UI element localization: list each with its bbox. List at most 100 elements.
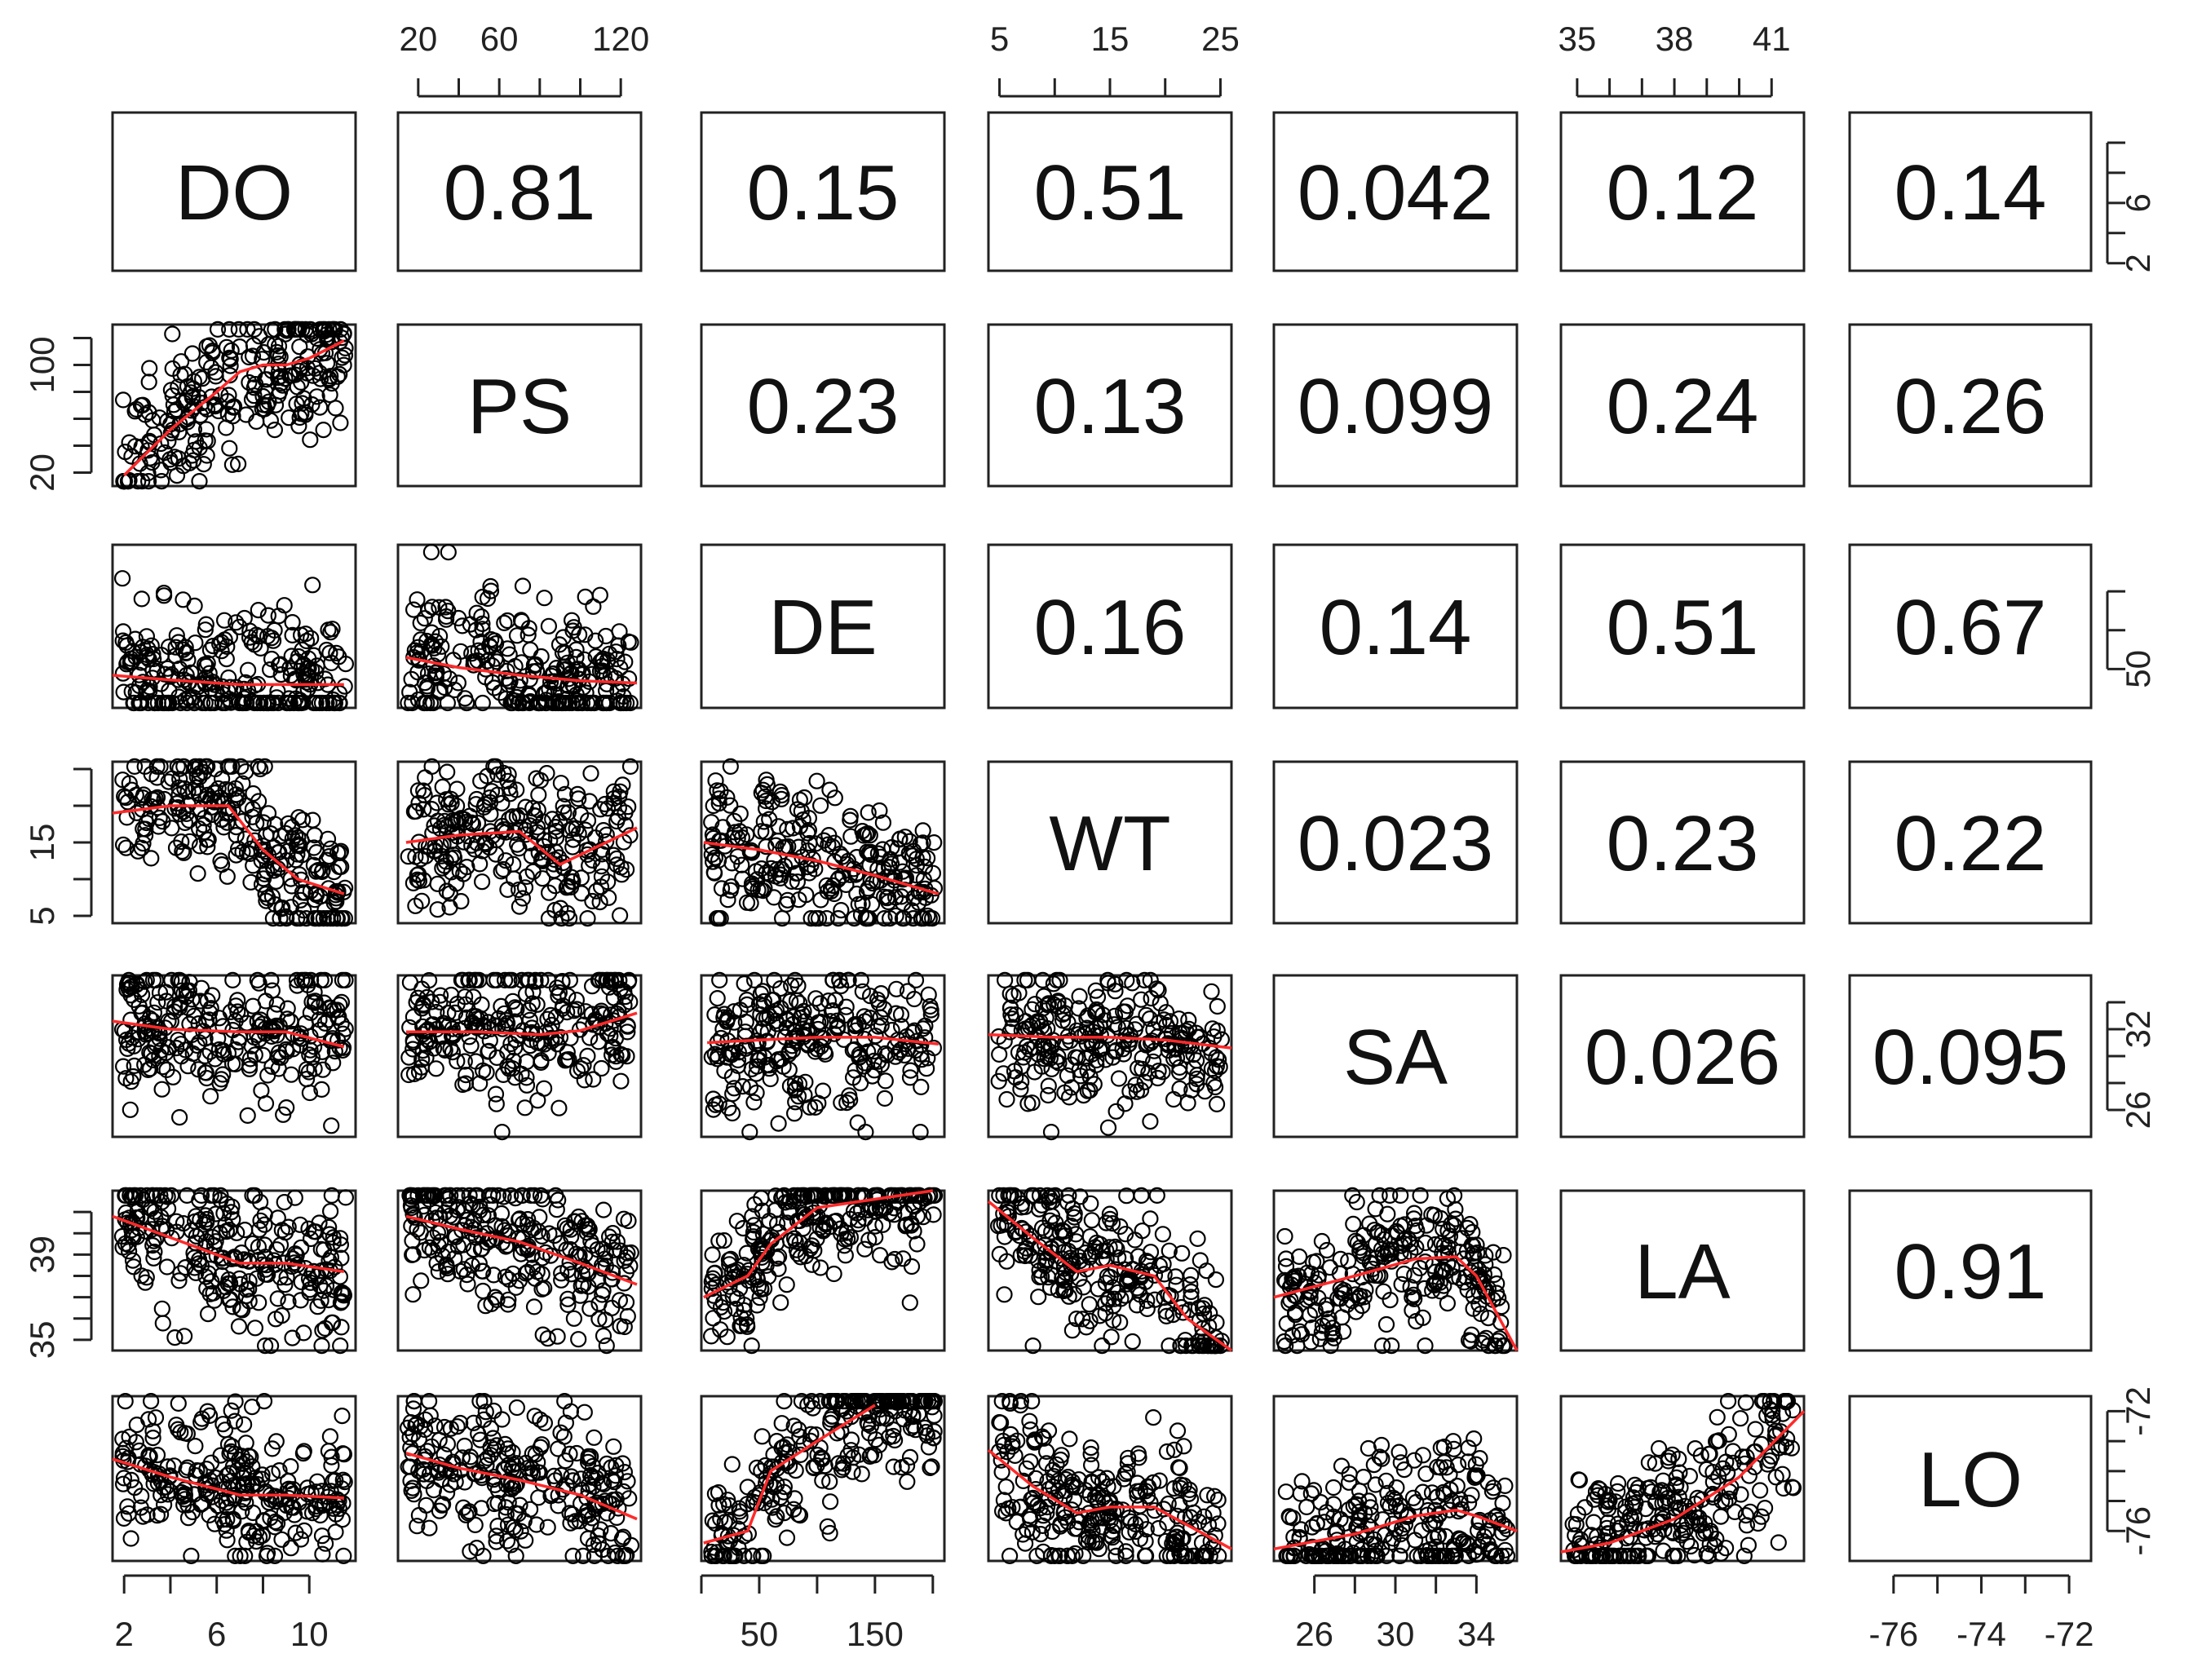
point — [276, 321, 294, 338]
point — [520, 626, 537, 643]
point — [802, 909, 820, 927]
point — [894, 863, 911, 880]
point — [307, 694, 325, 712]
point — [418, 694, 436, 712]
point — [555, 858, 572, 876]
point — [236, 609, 253, 627]
point — [265, 694, 282, 712]
smoother-line — [703, 841, 940, 895]
point — [290, 362, 307, 380]
point — [258, 892, 275, 909]
point — [923, 909, 941, 927]
point — [710, 794, 727, 812]
panel-DE-PS — [396, 543, 643, 712]
point — [570, 825, 587, 842]
point — [248, 626, 265, 643]
point — [314, 861, 331, 879]
point — [440, 543, 457, 561]
point — [722, 882, 739, 899]
point — [308, 657, 325, 674]
point — [569, 785, 586, 803]
point — [510, 881, 528, 899]
point — [192, 407, 209, 424]
correlation-WT-SA: 0.023 — [1298, 800, 1493, 887]
point — [489, 766, 506, 783]
point — [593, 858, 610, 875]
point — [334, 349, 351, 366]
point — [160, 432, 177, 450]
panel-frame — [396, 323, 643, 488]
point — [558, 879, 575, 896]
point — [323, 375, 340, 392]
point — [437, 853, 454, 870]
point — [188, 676, 205, 693]
point — [147, 790, 164, 807]
point — [729, 829, 746, 847]
point — [573, 885, 590, 902]
point — [789, 864, 807, 882]
point — [891, 831, 909, 848]
point — [568, 648, 585, 666]
point — [141, 360, 158, 377]
point — [533, 648, 550, 665]
point — [424, 825, 441, 842]
correlation-DO-SA: 0.042 — [1298, 149, 1493, 237]
point — [801, 834, 818, 852]
panel-WT-SA: 0.023 — [1272, 760, 1519, 925]
point — [511, 679, 528, 696]
point — [229, 789, 247, 807]
point — [141, 683, 158, 700]
point — [908, 856, 926, 874]
point — [703, 846, 720, 864]
point — [222, 351, 239, 368]
point — [812, 891, 829, 909]
point — [818, 877, 835, 894]
point — [449, 674, 467, 692]
point — [332, 321, 349, 338]
point — [211, 635, 228, 652]
point — [191, 472, 208, 490]
point — [144, 645, 161, 663]
point — [521, 694, 538, 712]
correlation-DO-PS: 0.81 — [444, 149, 596, 237]
point — [143, 850, 160, 867]
point — [336, 678, 353, 695]
point — [755, 813, 772, 830]
panel-DE-WT: 0.16 — [987, 543, 1233, 710]
point — [115, 836, 132, 853]
point — [177, 639, 194, 656]
point — [585, 598, 602, 615]
point — [444, 824, 461, 842]
point — [487, 846, 505, 863]
point — [232, 758, 250, 776]
point — [262, 661, 279, 679]
point — [321, 694, 338, 712]
point — [197, 758, 214, 776]
point — [325, 863, 343, 881]
point — [592, 652, 609, 670]
point — [564, 694, 581, 712]
point — [213, 643, 230, 660]
point — [286, 321, 303, 338]
point — [417, 769, 434, 786]
point — [568, 641, 585, 658]
panel-DE-SA: 0.14 — [1272, 543, 1519, 710]
point — [223, 456, 241, 473]
point — [161, 638, 178, 656]
point — [758, 838, 775, 855]
point — [593, 868, 611, 885]
point — [167, 639, 184, 656]
point — [445, 849, 463, 866]
point — [440, 603, 457, 620]
point — [209, 321, 227, 338]
panel-SA-PS — [396, 971, 643, 1141]
point — [487, 758, 505, 776]
point — [854, 895, 871, 913]
point — [337, 879, 354, 896]
point — [319, 355, 336, 372]
point — [245, 857, 262, 874]
point — [557, 644, 574, 661]
point — [287, 827, 304, 844]
point — [157, 665, 174, 683]
point — [262, 825, 279, 842]
